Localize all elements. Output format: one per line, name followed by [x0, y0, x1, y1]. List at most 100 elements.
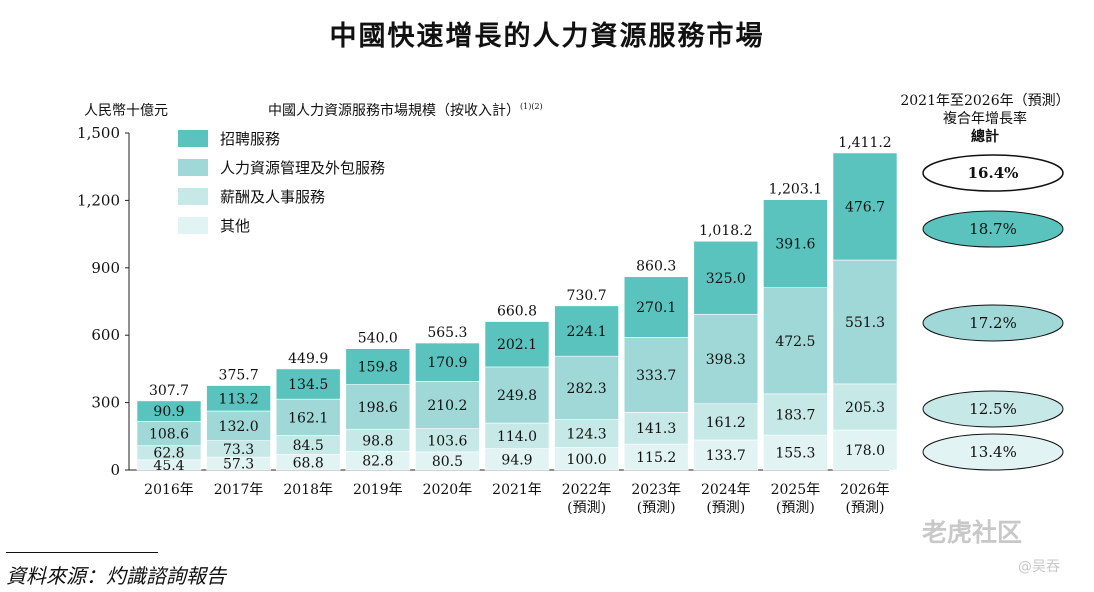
x-tick-label: 2016年: [144, 482, 194, 498]
x-tick-label: 2017年: [214, 482, 264, 498]
x-tick-note: (預測): [846, 500, 885, 516]
bar-segment: [415, 342, 480, 382]
total-label: 730.7: [567, 288, 607, 304]
bar-segment: [832, 383, 898, 431]
bar-segment: [275, 398, 341, 436]
bar-segment: [206, 410, 271, 441]
bar-segment: [832, 429, 898, 471]
data-label: 205.3: [845, 400, 885, 416]
total-label: 660.8: [497, 304, 537, 320]
bar-segment: [484, 422, 550, 449]
y-tick-label: 600: [91, 326, 120, 344]
total-label: 375.7: [219, 368, 259, 384]
data-label: 82.8: [362, 454, 393, 470]
bar-segment: [623, 337, 689, 413]
x-tick-note: (預測): [637, 500, 676, 516]
total-label: 307.7: [149, 383, 189, 399]
data-label: 113.2: [219, 391, 259, 407]
data-label: 270.1: [636, 300, 676, 316]
total-label: 540.0: [358, 331, 398, 347]
data-label: 159.8: [358, 360, 398, 376]
data-label: 133.7: [706, 448, 746, 464]
legend-swatch: [178, 188, 208, 205]
data-label: 68.8: [293, 455, 324, 471]
y-axis-unit-label: 人民幣十億元: [84, 103, 168, 119]
bar-segment: [693, 439, 759, 471]
x-tick-note: (預測): [567, 500, 606, 516]
bar-segment: [763, 434, 828, 471]
subtitle-footnote: (1)(2): [520, 102, 543, 111]
bar-segment: [484, 321, 550, 368]
x-tick-label: 2023年: [631, 482, 681, 498]
data-label: 391.6: [775, 237, 815, 253]
x-tick-label: 2025年: [771, 482, 821, 498]
data-label: 141.3: [636, 421, 676, 437]
cagr-ellipse: [922, 154, 1064, 192]
cagr-ellipse: [922, 433, 1064, 471]
bar-segment: [415, 381, 480, 429]
bar-segment: [693, 313, 759, 405]
data-label: 45.4: [153, 458, 184, 474]
data-label: 62.8: [153, 446, 184, 462]
y-tick-label: 1,500: [77, 124, 120, 142]
data-label: 162.1: [288, 410, 328, 426]
data-label: 80.5: [432, 454, 463, 470]
bar-segment: [136, 420, 202, 446]
x-tick-label: 2020年: [423, 482, 473, 498]
data-label: 132.0: [219, 419, 259, 435]
bar-segment: [763, 287, 828, 395]
cagr-period: 2021年至2026年（預測）: [900, 93, 1070, 109]
bar-segment: [136, 400, 202, 422]
data-label: 183.7: [775, 407, 815, 423]
x-tick-note: (預測): [776, 500, 815, 516]
cagr-header: 2021年至2026年（預測） 複合年增長率 總計: [890, 92, 1080, 146]
bar-segment: [206, 385, 271, 412]
watermark: 老虎社区: [922, 518, 1023, 547]
data-label: 90.9: [153, 404, 184, 420]
source-note: 資料來源：灼識諮詢報告: [6, 564, 226, 588]
y-tick-label: 300: [91, 394, 120, 412]
bar-segment: [623, 412, 689, 445]
data-label: 94.9: [501, 452, 532, 468]
y-tick-label: 1,200: [77, 191, 120, 209]
data-label: 161.2: [706, 415, 746, 431]
data-label: 100.0: [567, 452, 607, 468]
legend-label: 其他: [220, 217, 250, 235]
cagr-ellipse: [922, 304, 1064, 342]
bar-segment: [554, 419, 619, 448]
x-tick-note: (預測): [706, 500, 745, 516]
watermark-author: @吴吞: [1018, 559, 1060, 575]
subtitle-text: 中國人力資源服務市場規模（按收入計）: [268, 103, 520, 119]
legend-label: 人力資源管理及外包服務: [220, 159, 385, 177]
x-tick-label: 2022年: [562, 482, 612, 498]
x-tick-label: 2021年: [492, 482, 542, 498]
data-label: 333.7: [636, 368, 676, 384]
data-label: 134.5: [288, 377, 328, 393]
bar-segment: [763, 199, 828, 288]
cagr-value: 17.2%: [969, 314, 1017, 332]
total-label: 1,203.1: [769, 182, 822, 198]
bar-segment: [832, 152, 898, 261]
data-label: 115.2: [636, 450, 676, 466]
cagr-title: 複合年增長率: [943, 111, 1027, 127]
y-tick-label: 900: [91, 259, 120, 277]
legend-label: 薪酬及人事服務: [220, 188, 325, 206]
data-label: 178.0: [845, 443, 885, 459]
bar-segment: [275, 368, 341, 400]
source-divider: [6, 552, 158, 553]
data-label: 551.3: [845, 315, 885, 331]
bar-segment: [345, 348, 411, 385]
data-label: 476.7: [845, 199, 885, 215]
data-label: 84.5: [293, 438, 324, 454]
cagr-value: 13.4%: [969, 443, 1017, 461]
bar-segment: [693, 240, 759, 315]
data-label: 98.8: [362, 433, 393, 449]
data-label: 249.8: [497, 388, 537, 404]
x-tick-label: 2026年: [840, 482, 890, 498]
x-tick-label: 2019年: [353, 482, 403, 498]
data-label: 170.9: [427, 355, 467, 371]
data-label: 325.0: [706, 271, 746, 287]
data-label: 103.6: [427, 433, 467, 449]
data-label: 282.3: [567, 381, 607, 397]
